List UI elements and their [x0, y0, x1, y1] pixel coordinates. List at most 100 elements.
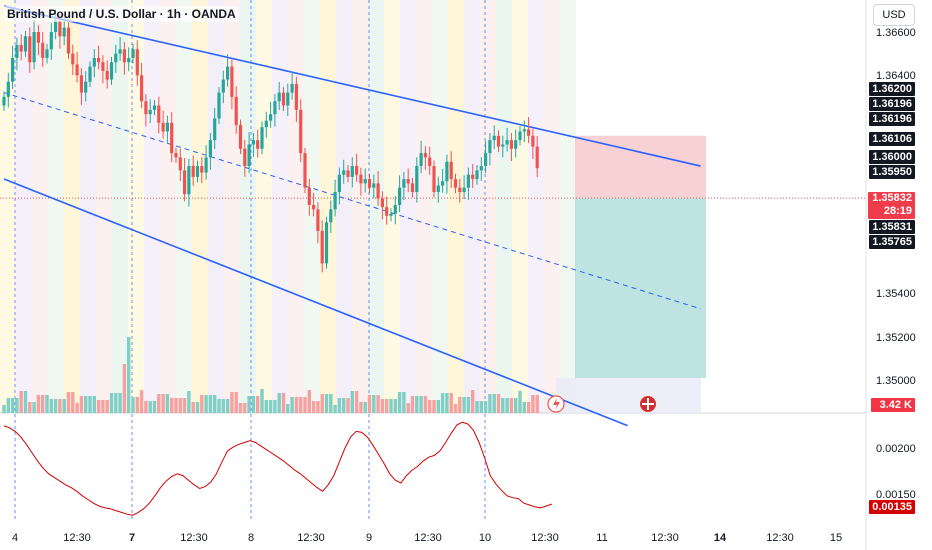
- volume-bar: [256, 396, 260, 413]
- candle-body: [509, 140, 513, 149]
- volume-bar: [45, 395, 49, 413]
- session-band: [368, 0, 384, 413]
- volume-bar: [483, 401, 488, 413]
- volume-bar: [535, 395, 539, 413]
- session-band: [32, 0, 48, 413]
- session-band: [336, 0, 352, 413]
- volume-bar: [66, 392, 71, 413]
- volume-bar: [286, 404, 290, 413]
- volume-bar: [294, 397, 299, 413]
- volume-bar: [109, 393, 114, 413]
- volume-bar: [389, 399, 393, 413]
- volume-bar: [161, 394, 165, 413]
- volume-zone-ext: [556, 378, 701, 413]
- volume-bar: [178, 398, 182, 413]
- volume-bar: [462, 397, 466, 413]
- volume-bar: [380, 399, 385, 413]
- candle-body: [183, 170, 187, 195]
- candle-body: [230, 66, 234, 97]
- symbol-title[interactable]: British Pound / U.S. Dollar · 1h · OANDA: [4, 6, 239, 22]
- candle-body: [385, 207, 389, 216]
- session-band: [112, 0, 128, 413]
- volume-bar: [423, 396, 428, 413]
- current-price-label: 1.35832 28:19: [868, 192, 915, 219]
- volume-bar: [122, 364, 127, 413]
- candle-body: [527, 129, 531, 136]
- volume-bar: [466, 397, 471, 413]
- volume-bar: [359, 402, 363, 413]
- candle-body: [410, 183, 415, 193]
- candle-body: [505, 140, 509, 145]
- candle-body: [49, 32, 53, 50]
- volume-bar: [221, 399, 225, 413]
- session-band: [80, 0, 96, 413]
- time-tick: 12:30: [63, 532, 91, 544]
- volume-bar: [514, 398, 518, 413]
- volume-bar: [79, 396, 84, 413]
- volume-bar: [264, 400, 268, 413]
- candle-body: [367, 179, 372, 188]
- session-band: [288, 0, 304, 413]
- volume-bar: [36, 395, 41, 413]
- candle-body: [380, 198, 384, 208]
- candle-body: [376, 183, 380, 199]
- session-band: [432, 0, 448, 413]
- candle-body: [389, 213, 393, 216]
- candle-body: [195, 166, 200, 177]
- volume-bar: [182, 398, 187, 413]
- price-tick: 1.35400: [876, 288, 916, 300]
- volume-bar: [6, 398, 10, 413]
- oscillator-tick: 0.00150: [876, 489, 916, 501]
- candle-body: [436, 185, 440, 193]
- candle-body: [372, 183, 376, 188]
- candle-body: [75, 64, 79, 76]
- candle-body: [187, 166, 191, 195]
- volume-bar: [174, 398, 178, 413]
- volume-bar: [243, 403, 247, 413]
- time-tick: 10: [479, 532, 491, 544]
- oscillator-value-label: 0.00135: [869, 500, 915, 514]
- volume-bar: [531, 395, 535, 413]
- volume-bar: [290, 397, 294, 413]
- candle-body: [251, 140, 255, 145]
- candle-body: [535, 146, 539, 169]
- volume-bar: [92, 396, 96, 413]
- candle-body: [445, 161, 449, 182]
- candle-body: [299, 109, 303, 154]
- volume-bar: [273, 400, 277, 413]
- candle-body: [342, 170, 346, 175]
- candle-body: [522, 129, 526, 132]
- volume-bar: [217, 399, 221, 413]
- volume-bar: [458, 397, 462, 413]
- candle-body: [152, 105, 157, 110]
- volume-bar: [397, 392, 402, 413]
- candle-body: [492, 135, 496, 141]
- volume-bar: [496, 394, 501, 413]
- candle-body: [501, 144, 505, 147]
- session-band: [528, 0, 544, 413]
- candle-body: [303, 153, 307, 188]
- price-level-label: 1.36200: [869, 82, 915, 96]
- session-band: [448, 0, 464, 413]
- current-price: 1.35832: [872, 192, 912, 204]
- price-tick: 1.36400: [876, 70, 916, 82]
- volume-bar: [260, 389, 264, 413]
- volume-bar: [277, 393, 281, 413]
- volume-value-label: 3.42 K: [871, 398, 915, 412]
- currency-button[interactable]: USD: [873, 4, 915, 26]
- candle-body: [294, 83, 298, 110]
- candle-body: [62, 27, 66, 37]
- volume-bar: [127, 337, 131, 413]
- candle-body: [415, 166, 419, 193]
- volume-bar: [475, 401, 479, 413]
- candle-body: [329, 209, 333, 223]
- volume-bar: [324, 394, 329, 413]
- candle-body: [273, 101, 277, 115]
- time-tick: 12:30: [766, 532, 794, 544]
- volume-bar: [225, 399, 230, 413]
- session-band: [480, 0, 496, 413]
- candle-body: [518, 131, 522, 141]
- price-level-label: 1.36196: [869, 112, 915, 126]
- volume-bar: [522, 402, 526, 413]
